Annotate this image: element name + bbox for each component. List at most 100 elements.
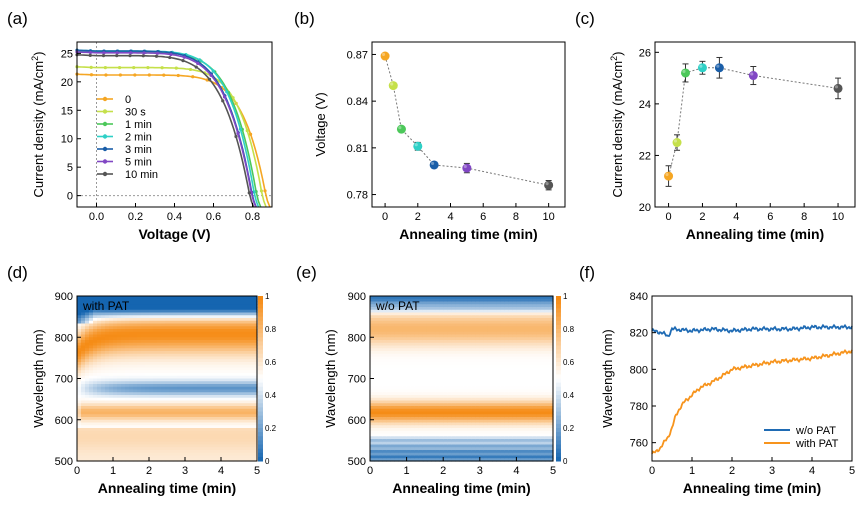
heatmap-cell <box>378 439 383 443</box>
heatmap-cell <box>97 400 102 404</box>
heatmap-cell <box>201 301 206 305</box>
heatmap-cell <box>431 304 436 308</box>
heatmap-cell <box>141 403 146 407</box>
heatmap-cell <box>149 367 154 371</box>
heatmap-cell <box>173 359 178 363</box>
heatmap-cell <box>492 307 497 311</box>
heatmap-cell <box>426 353 432 358</box>
heatmap-cell <box>197 433 202 437</box>
heatmap-cell <box>439 315 444 319</box>
heatmap-cell <box>185 307 190 311</box>
heatmap-cell <box>451 411 456 415</box>
heatmap-cell <box>451 353 456 358</box>
heatmap-cell <box>422 351 428 355</box>
heatmap-cell <box>149 397 154 402</box>
heatmap-cell <box>137 364 142 369</box>
heatmap-cell <box>81 326 86 330</box>
colorbar-segment <box>258 411 263 417</box>
heatmap-cell <box>169 323 174 327</box>
heatmap-cell <box>165 359 170 363</box>
heatmap-cell <box>447 370 452 374</box>
heatmap-cell <box>141 351 146 355</box>
heatmap-cell <box>181 362 186 366</box>
heatmap-cell <box>145 411 150 415</box>
heatmap-cell <box>129 309 134 314</box>
heatmap-cell <box>225 337 230 341</box>
heatmap-cell <box>451 359 456 363</box>
heatmap-cell <box>479 362 485 366</box>
heatmap-cell <box>105 320 110 325</box>
heatmap-cell <box>77 353 82 358</box>
heatmap-cell <box>193 403 198 407</box>
heatmap-cell <box>97 356 102 360</box>
heatmap-cell <box>117 334 122 338</box>
heatmap-cell <box>451 392 456 396</box>
heatmap-cell <box>217 362 222 366</box>
heatmap-cell <box>463 419 469 424</box>
heatmap-cell <box>455 422 461 426</box>
heatmap-cell <box>467 367 473 371</box>
heatmap-cell <box>418 370 424 374</box>
heatmap-cell <box>85 428 90 432</box>
heatmap-cell <box>479 298 485 303</box>
heatmap-cell <box>406 441 412 446</box>
heatmap-cell <box>398 419 404 424</box>
heatmap-cell <box>483 304 489 308</box>
heatmap-cell <box>378 430 383 435</box>
heatmap-cell <box>386 351 391 355</box>
heatmap-cell <box>129 342 134 347</box>
heatmap-cell <box>410 334 416 338</box>
heatmap-cell <box>173 340 178 344</box>
heatmap-cell <box>431 439 436 443</box>
heatmap-cell <box>77 375 82 380</box>
heatmap-cell <box>483 422 489 426</box>
heatmap-cell <box>439 447 444 451</box>
heatmap-cell <box>117 425 122 429</box>
heatmap-cell <box>378 403 383 407</box>
legend-entry: 5 min <box>125 157 152 169</box>
heatmap-cell <box>201 307 206 311</box>
heatmap-cell <box>201 425 206 429</box>
heatmap-cell <box>241 304 246 308</box>
heatmap-cell <box>479 430 485 435</box>
heatmap-cell <box>125 337 130 341</box>
jv-curve-marker <box>115 54 119 58</box>
heatmap-cell <box>185 323 190 327</box>
heatmap-cell <box>213 296 218 300</box>
heatmap-cell <box>97 403 102 407</box>
heatmap-cell <box>374 353 379 358</box>
colorbar-segment <box>258 312 263 318</box>
heatmap-cell <box>121 315 126 319</box>
heatmap-cell <box>439 353 444 358</box>
heatmap-cell <box>85 356 90 360</box>
heatmap-cell <box>410 351 416 355</box>
heatmap-cell <box>422 362 428 366</box>
heatmap-cell <box>169 395 174 399</box>
heatmap-cell <box>233 395 238 399</box>
heatmap-cell <box>197 318 202 322</box>
heatmap-cell <box>133 318 138 322</box>
heatmap-cell <box>471 419 477 424</box>
heatmap-cell <box>500 312 505 316</box>
heatmap-cell <box>209 367 214 371</box>
heatmap-cell <box>157 447 162 451</box>
heatmap-cell <box>402 397 408 402</box>
heatmap-cell <box>201 397 206 402</box>
heatmap-cell <box>487 304 493 308</box>
heatmap-cell <box>431 323 436 327</box>
heatmap-cell <box>471 323 477 327</box>
heatmap-cell <box>439 381 444 385</box>
heatmap-cell <box>117 422 122 426</box>
heatmap-cell <box>500 351 505 355</box>
heatmap-cell <box>475 384 481 388</box>
heatmap-cell <box>133 312 138 316</box>
heatmap-cell <box>101 373 106 377</box>
heatmap-cell <box>443 455 448 459</box>
heatmap-cell <box>233 403 238 407</box>
heatmap-cell <box>435 433 440 437</box>
heatmap-cell <box>443 414 448 418</box>
heatmap-cell <box>390 386 395 391</box>
heatmap-cell <box>101 353 106 358</box>
heatmap-cell <box>455 345 461 349</box>
heatmap-cell <box>467 428 473 432</box>
